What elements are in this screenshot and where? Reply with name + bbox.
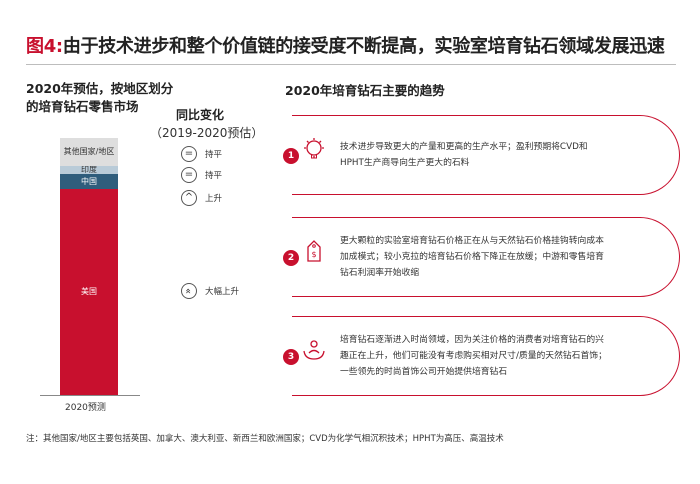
equals-icon: = xyxy=(181,167,197,183)
double-chevron-up-icon: » xyxy=(181,283,197,299)
left-panel-heading: 2020年预估，按地区划分 的培育钻石零售市场 xyxy=(26,80,173,116)
change-label-1: 上升 xyxy=(205,194,223,204)
yoy-heading: 同比变化 （2019-2020预估） xyxy=(150,106,280,142)
change-indicator-1: ^ 上升 xyxy=(181,190,222,206)
trend-text-1: 技术进步导致更大的产量和更高的生产水平；盈利预期将CVD和HPHT生产商导向生产… xyxy=(340,142,588,168)
change-indicator-3: = 持平 xyxy=(181,146,222,162)
bar-segment-label-3: 其他国家/地区 xyxy=(63,147,115,157)
trend-number-2: 2 xyxy=(283,250,299,266)
equals-icon: = xyxy=(181,146,197,162)
right-panel-heading: 2020年培育钻石主要的趋势 xyxy=(285,83,445,98)
left-heading-line2: 的培育钻石零售市场 xyxy=(26,99,139,114)
change-label-2: 持平 xyxy=(205,171,223,181)
gear-lightbulb-icon xyxy=(304,138,324,159)
change-label-3: 持平 xyxy=(205,150,223,160)
bar-segment-label-1: 中国 xyxy=(81,176,97,186)
bar-segment-2 xyxy=(60,166,118,174)
figure-label: 图4: xyxy=(26,36,63,57)
change-indicator-2: = 持平 xyxy=(181,167,222,183)
chevron-up-icon: ^ xyxy=(181,190,197,206)
chart-baseline xyxy=(40,395,140,396)
trend-number-3: 3 xyxy=(283,349,299,365)
page-title: 图4:由于技术进步和整个价值链的接受度不断提高，实验室培育钻石领域发展迅速 xyxy=(26,32,665,58)
trend-card-3: 3 培育钻石逐渐进入时尚领域，因为关注价格的消费者对培育钻石的兴趣正在上升，他们… xyxy=(283,316,680,396)
yoy-title: 同比变化 xyxy=(176,108,225,122)
trend-text-2: 更大颗粒的实验室培育钻石价格正在从与天然钻石价格挂钩转向成本加成模式；较小克拉的… xyxy=(340,236,604,278)
person-hands-icon xyxy=(303,340,325,360)
x-tick-label: 2020预测 xyxy=(65,403,106,413)
trend-card-1: 1 技术进步导致更大的产量和更高的生产水平；盈利预期将CVD和HPHT生产商导向… xyxy=(283,115,680,195)
trend-number-1: 1 xyxy=(283,148,299,164)
yoy-subtitle: （2019-2020预估） xyxy=(150,126,264,140)
footnote: 注：其他国家/地区主要包括英国、加拿大、澳大利亚、新西兰和欧洲国家；CVD为化学… xyxy=(26,434,504,444)
bar-segment-label-0: 美国 xyxy=(81,287,97,297)
price-tag-icon: $ xyxy=(307,240,321,262)
svg-text:$: $ xyxy=(311,250,316,259)
bar-segment-3 xyxy=(60,138,118,167)
title-text: 由于技术进步和整个价值链的接受度不断提高，实验室培育钻石领域发展迅速 xyxy=(62,36,665,57)
bar-segment-0 xyxy=(60,189,118,395)
bar-segment-label-2: 印度 xyxy=(81,165,97,175)
change-label-0: 大幅上升 xyxy=(205,287,240,297)
trend-card-2: $ 2 更大颗粒的实验室培育钻石价格正在从与天然钻石价格挂钩转向成本加成模式；较… xyxy=(283,217,680,297)
bar-segment-1 xyxy=(60,173,118,190)
trend-text-3: 培育钻石逐渐进入时尚领域，因为关注价格的消费者对培育钻石的兴趣正在上升，他们可能… xyxy=(340,335,607,377)
left-heading-line1: 2020年预估，按地区划分 xyxy=(26,81,174,96)
title-divider xyxy=(26,64,676,65)
change-indicator-0: » 大幅上升 xyxy=(181,283,239,299)
